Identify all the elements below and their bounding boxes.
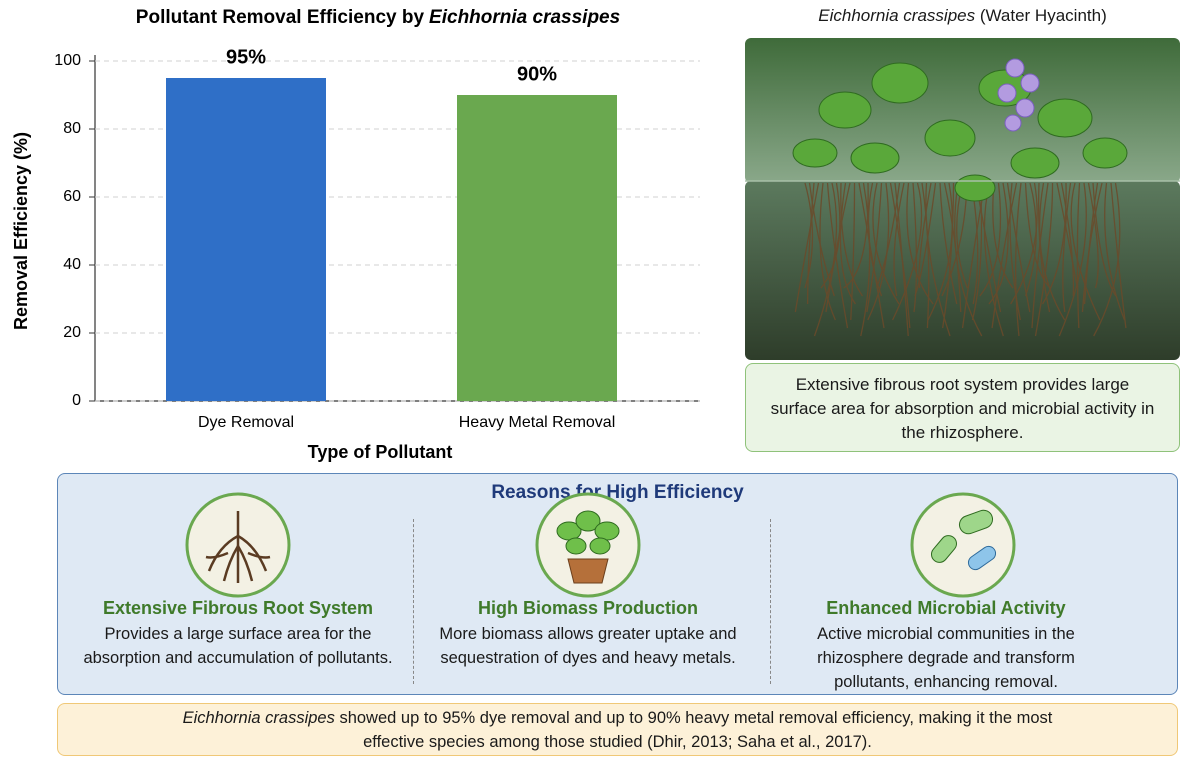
item-text: Active microbial communities in the rhiz… [786, 622, 1106, 694]
reasons-box: Reasons for High Efficiency Extensive Fi… [57, 473, 1178, 695]
footer-species: Eichhornia crassipes [183, 709, 335, 727]
page: {"chart_data": {"type": "bar", "title": … [0, 0, 1183, 758]
value-label: 90% [517, 63, 557, 85]
bar [457, 95, 617, 401]
bar [166, 78, 326, 401]
icon-plant [534, 491, 642, 599]
y-tick-label: 80 [63, 120, 81, 137]
footer-text: showed up to 95% dye removal and up to 9… [339, 709, 1052, 751]
y-tick-label: 40 [63, 256, 81, 273]
item-title: High Biomass Production [428, 598, 748, 619]
divider [413, 519, 414, 684]
y-tick-label: 0 [72, 392, 81, 409]
photo-title: Eichhornia crassipes (Water Hyacinth) [745, 6, 1180, 26]
chart-title-species: Eichhornia crassipes [429, 7, 620, 28]
icon-roots [184, 491, 292, 599]
divider [770, 519, 771, 684]
y-tick-label: 100 [54, 52, 81, 69]
y-tick-label: 60 [63, 188, 81, 205]
y-tick-label: 20 [63, 324, 81, 341]
y-axis-title: Removal Efficiency (%) [11, 132, 31, 330]
icon-microbes [909, 491, 1017, 599]
x-tick-label: Dye Removal [198, 414, 294, 431]
item-text: Provides a large surface area for the ab… [78, 622, 398, 670]
footer: Eichhornia crassipes showed up to 95% dy… [57, 703, 1178, 756]
photo-title-common: (Water Hyacinth) [980, 6, 1107, 25]
x-tick-label: Heavy Metal Removal [459, 414, 616, 431]
chart-title-text: Pollutant Removal Efficiency by [136, 7, 425, 28]
item-text: More biomass allows greater uptake and s… [428, 622, 748, 670]
value-label: 95% [226, 46, 266, 68]
photo-title-species: Eichhornia crassipes [818, 6, 975, 25]
item-title: Extensive Fibrous Root System [78, 598, 398, 619]
photo [745, 38, 1180, 360]
photo-caption: Extensive fibrous root system provides l… [745, 363, 1180, 452]
x-axis-title: Type of Pollutant [308, 442, 453, 462]
item-title: Enhanced Microbial Activity [786, 598, 1106, 619]
